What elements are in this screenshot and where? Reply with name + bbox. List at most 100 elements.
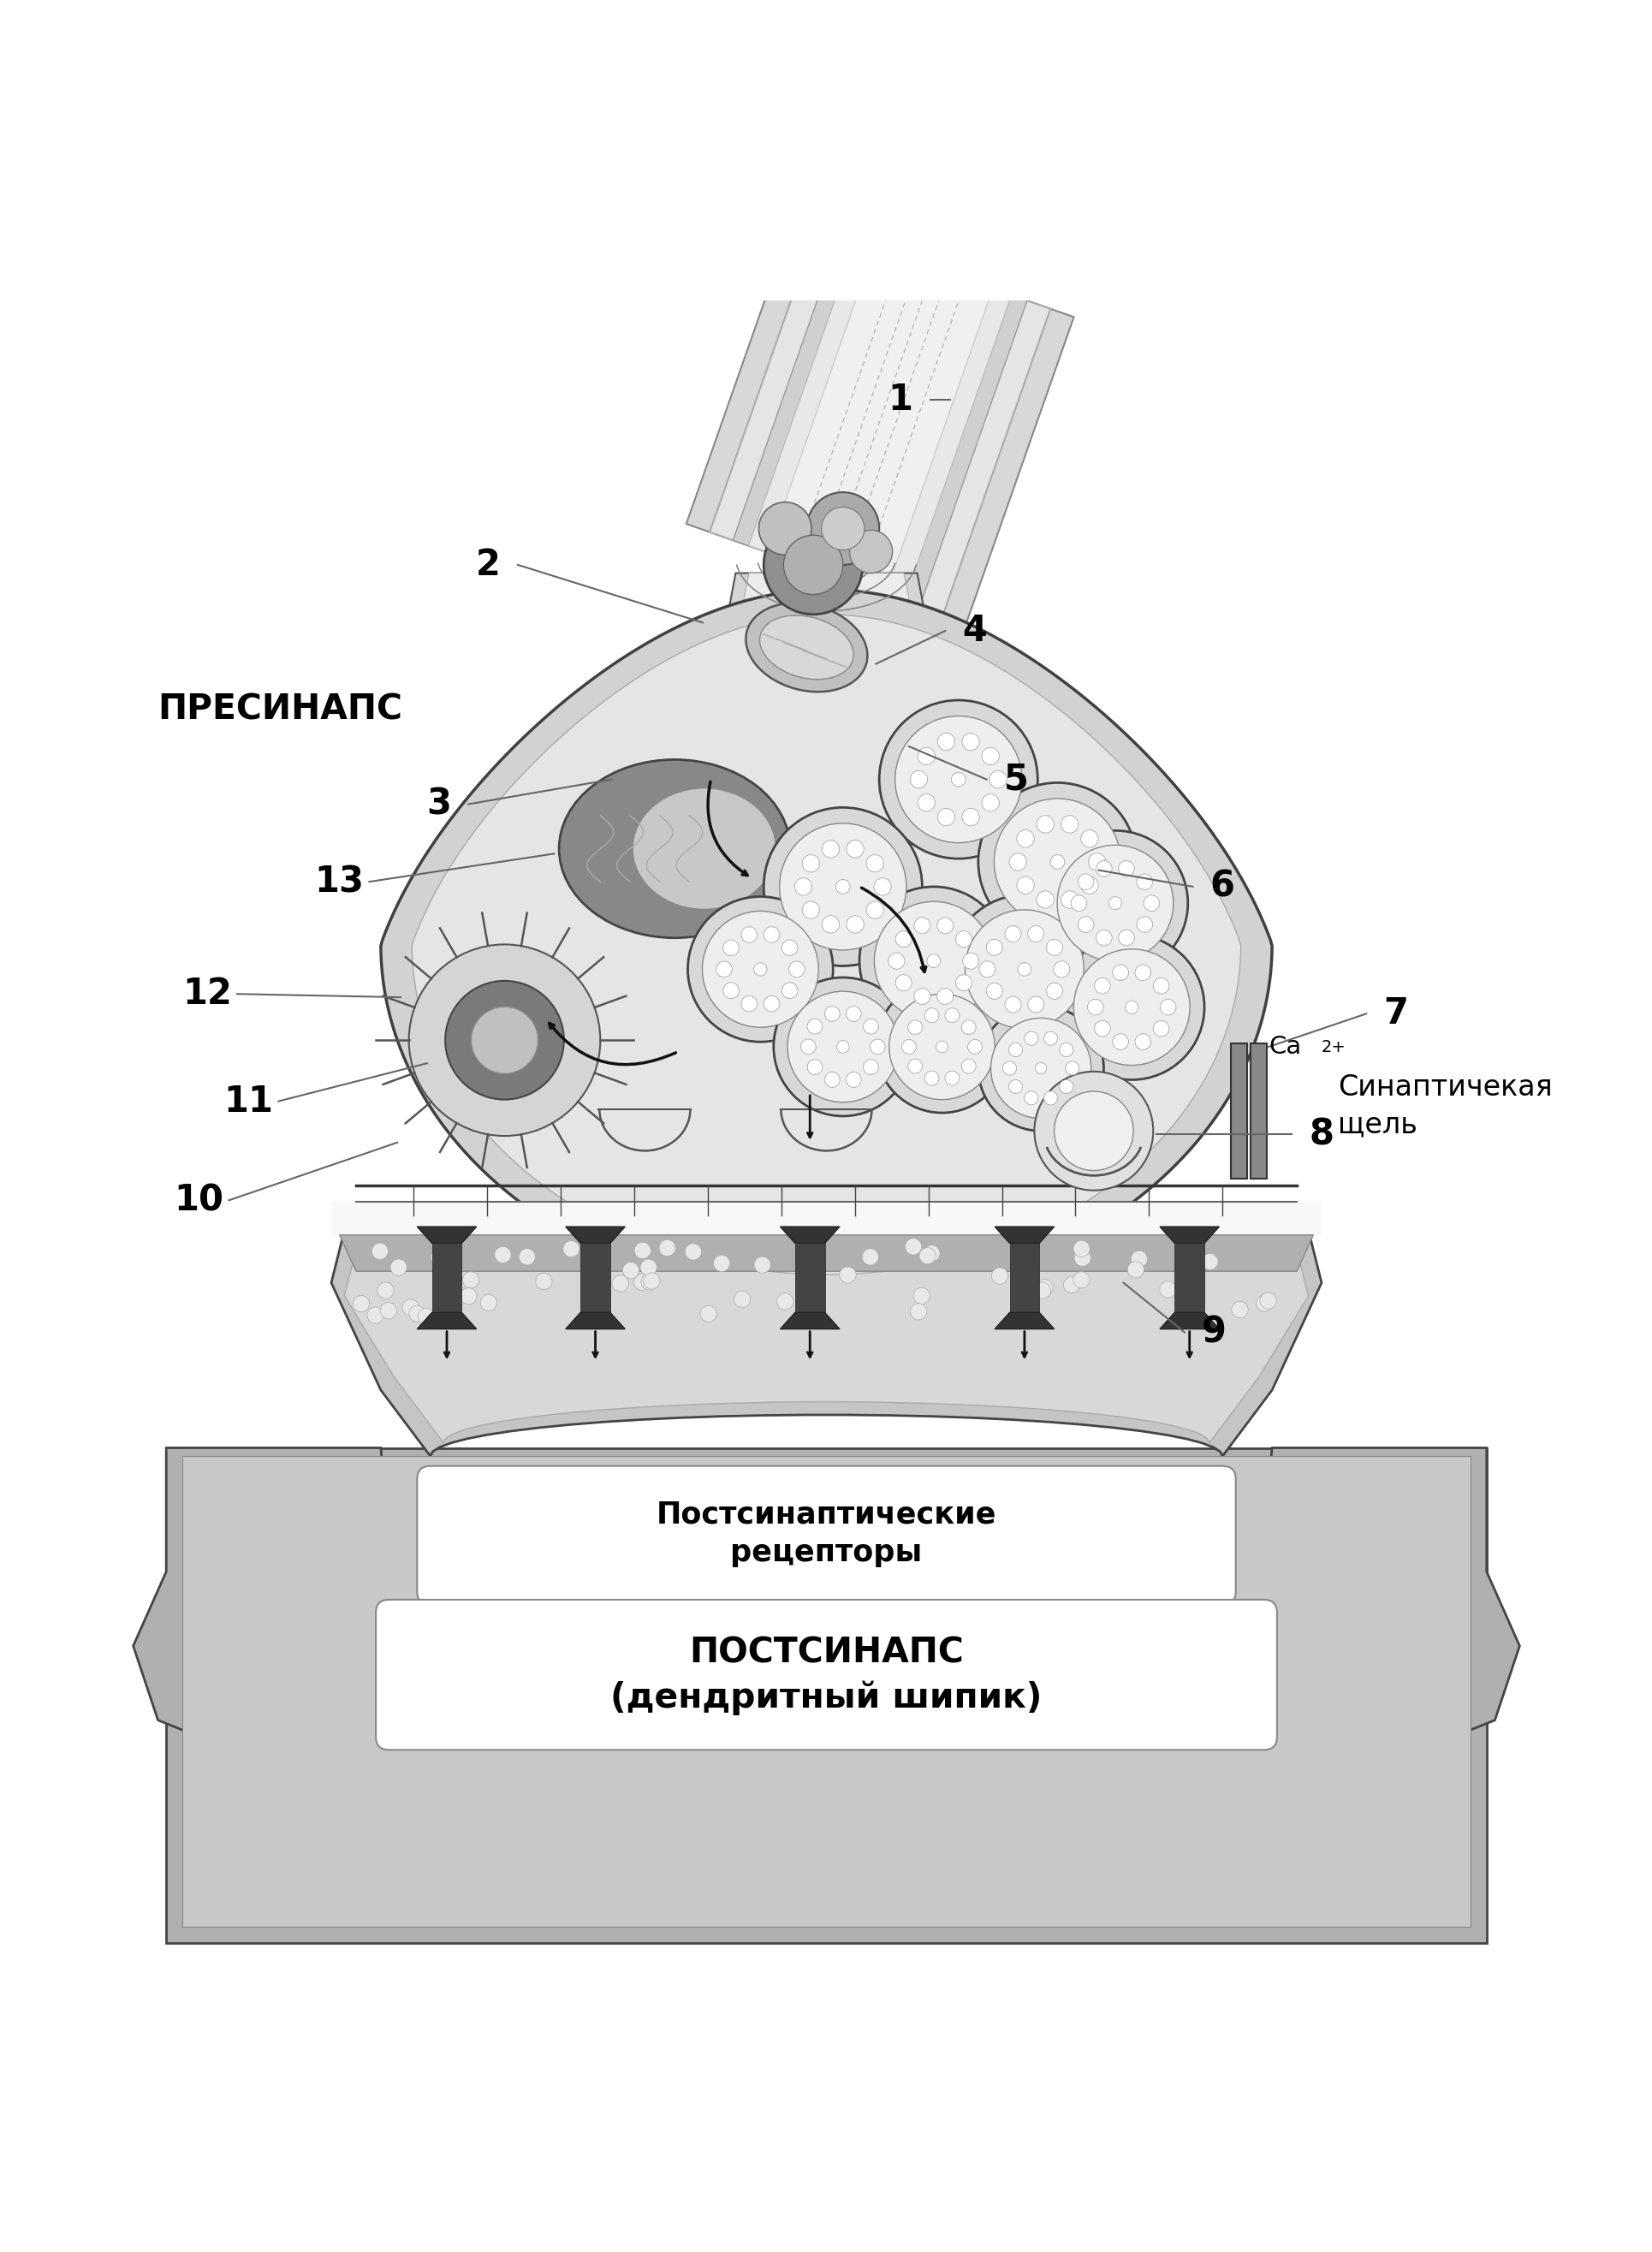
Polygon shape bbox=[565, 1227, 624, 1243]
Circle shape bbox=[763, 516, 862, 615]
Circle shape bbox=[1016, 876, 1034, 894]
Circle shape bbox=[935, 1040, 947, 1052]
Circle shape bbox=[1112, 1034, 1128, 1049]
Polygon shape bbox=[1251, 1043, 1267, 1178]
Circle shape bbox=[1024, 1092, 1037, 1106]
Circle shape bbox=[1072, 1272, 1089, 1288]
Circle shape bbox=[937, 989, 953, 1004]
Circle shape bbox=[641, 1275, 657, 1290]
Circle shape bbox=[923, 1245, 940, 1261]
Circle shape bbox=[876, 982, 1008, 1112]
Polygon shape bbox=[780, 1227, 839, 1243]
Polygon shape bbox=[795, 1243, 824, 1313]
Circle shape bbox=[836, 1040, 849, 1054]
Polygon shape bbox=[416, 1313, 476, 1329]
Circle shape bbox=[535, 1272, 552, 1290]
Circle shape bbox=[781, 982, 798, 998]
Circle shape bbox=[753, 962, 767, 975]
Circle shape bbox=[1016, 831, 1034, 847]
Circle shape bbox=[377, 1281, 393, 1299]
Circle shape bbox=[961, 732, 980, 750]
Circle shape bbox=[1112, 964, 1128, 980]
Circle shape bbox=[1137, 917, 1151, 932]
Circle shape bbox=[800, 1038, 816, 1054]
Circle shape bbox=[907, 1020, 922, 1034]
Circle shape bbox=[431, 1250, 448, 1266]
Circle shape bbox=[687, 896, 833, 1043]
Polygon shape bbox=[580, 1243, 610, 1313]
Text: ПРЕСИНАПС: ПРЕСИНАПС bbox=[159, 694, 403, 727]
Circle shape bbox=[945, 1009, 958, 1022]
Circle shape bbox=[1130, 1250, 1146, 1268]
Circle shape bbox=[722, 939, 738, 955]
Ellipse shape bbox=[760, 615, 852, 680]
Text: 2: 2 bbox=[476, 547, 501, 583]
Circle shape bbox=[990, 1018, 1090, 1119]
Circle shape bbox=[978, 784, 1137, 941]
Polygon shape bbox=[565, 1313, 624, 1329]
Circle shape bbox=[1135, 1034, 1150, 1049]
Circle shape bbox=[1024, 1031, 1037, 1045]
FancyBboxPatch shape bbox=[416, 1466, 1236, 1606]
Circle shape bbox=[1125, 1000, 1138, 1013]
Circle shape bbox=[846, 1072, 861, 1088]
Circle shape bbox=[1034, 1072, 1153, 1191]
Circle shape bbox=[961, 1020, 975, 1034]
Circle shape bbox=[927, 955, 940, 968]
Circle shape bbox=[1072, 1241, 1089, 1257]
Circle shape bbox=[1074, 1250, 1090, 1266]
Circle shape bbox=[839, 1266, 856, 1284]
Circle shape bbox=[1160, 1281, 1176, 1297]
Circle shape bbox=[1080, 831, 1097, 847]
Text: 3: 3 bbox=[426, 786, 451, 822]
Circle shape bbox=[1087, 854, 1105, 872]
Text: 7: 7 bbox=[1383, 995, 1408, 1031]
Circle shape bbox=[1028, 995, 1044, 1013]
Circle shape bbox=[1044, 1092, 1057, 1106]
Circle shape bbox=[914, 989, 930, 1004]
Circle shape bbox=[481, 1295, 497, 1311]
Circle shape bbox=[702, 912, 818, 1027]
Text: 12: 12 bbox=[183, 975, 233, 1011]
Circle shape bbox=[700, 1306, 717, 1322]
Circle shape bbox=[910, 1304, 927, 1320]
Circle shape bbox=[801, 901, 819, 919]
Circle shape bbox=[824, 1007, 839, 1022]
Text: Синаптичекая
щель: Синаптичекая щель bbox=[1338, 1074, 1551, 1140]
Circle shape bbox=[643, 1272, 659, 1288]
Circle shape bbox=[1003, 1061, 1016, 1074]
Polygon shape bbox=[431, 1243, 461, 1313]
FancyBboxPatch shape bbox=[375, 1599, 1277, 1750]
Circle shape bbox=[1077, 917, 1094, 932]
Circle shape bbox=[862, 1058, 879, 1074]
Polygon shape bbox=[330, 1203, 1322, 1234]
Circle shape bbox=[722, 982, 738, 998]
Circle shape bbox=[887, 953, 904, 968]
Circle shape bbox=[1127, 1261, 1143, 1277]
Polygon shape bbox=[134, 1448, 396, 1752]
Circle shape bbox=[955, 975, 971, 991]
Circle shape bbox=[1256, 1295, 1272, 1311]
Circle shape bbox=[917, 795, 935, 811]
Circle shape bbox=[937, 808, 955, 826]
Circle shape bbox=[401, 1299, 418, 1315]
Circle shape bbox=[611, 1275, 628, 1293]
Text: 1: 1 bbox=[887, 383, 912, 419]
Circle shape bbox=[408, 944, 600, 1135]
Circle shape bbox=[1042, 831, 1188, 975]
Circle shape bbox=[1052, 962, 1069, 977]
Polygon shape bbox=[339, 1234, 1313, 1270]
Circle shape bbox=[1018, 962, 1031, 975]
Circle shape bbox=[783, 536, 843, 595]
Circle shape bbox=[952, 772, 965, 786]
Text: 11: 11 bbox=[223, 1083, 274, 1119]
Circle shape bbox=[862, 1018, 879, 1034]
Text: 13: 13 bbox=[314, 865, 363, 901]
Circle shape bbox=[821, 507, 864, 549]
Circle shape bbox=[806, 493, 879, 565]
Circle shape bbox=[1070, 896, 1087, 912]
Circle shape bbox=[945, 1072, 958, 1085]
Polygon shape bbox=[411, 615, 1241, 1275]
Circle shape bbox=[763, 926, 780, 944]
Circle shape bbox=[1054, 1092, 1133, 1171]
